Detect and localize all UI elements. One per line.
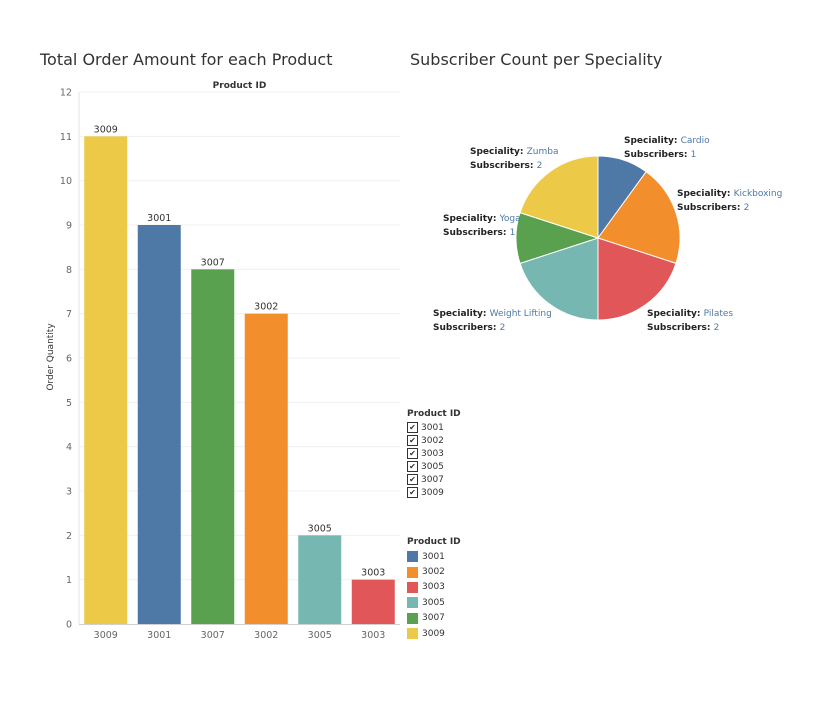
filter-item-label: 3003 [421, 448, 444, 459]
bar-y-tick-label: 3 [66, 487, 72, 498]
pie-label-subscribers: Subscribers: 2 [433, 323, 505, 333]
filter-item-3005[interactable]: ✔ 3005 [407, 460, 461, 473]
bar-chart-y-axis-label: Order Quantity [46, 323, 56, 391]
color-swatch [407, 612, 418, 624]
checkbox-icon[interactable]: ✔ [407, 474, 418, 485]
filter-item-3002[interactable]: ✔ 3002 [407, 434, 461, 447]
bar-y-tick-label: 2 [66, 531, 72, 542]
bar-3007[interactable] [191, 269, 235, 624]
color-legend-title: Product ID [407, 537, 461, 547]
pie-label-speciality: Speciality: Yoga [443, 214, 521, 224]
bar-data-label: 3001 [147, 213, 171, 224]
bar-3003[interactable] [351, 579, 395, 624]
color-swatch [407, 628, 418, 640]
bar-y-tick-label: 4 [66, 442, 72, 453]
pie-label-subscribers: Subscribers: 1 [624, 150, 696, 160]
pie-slice-cardio[interactable] [597, 155, 647, 240]
bar-3001[interactable] [137, 225, 181, 624]
bar-y-tick-label: 6 [66, 354, 72, 365]
color-legend-item-3001[interactable]: 3001 [407, 549, 461, 564]
color-legend-item-3002[interactable]: 3002 [407, 564, 461, 579]
bar-data-label: 3002 [254, 302, 278, 313]
filter-item-label: 3005 [421, 461, 444, 472]
bar-data-label: 3005 [308, 523, 332, 534]
bar-x-tick-label: 3009 [94, 630, 118, 641]
bar-x-tick-label: 3002 [254, 630, 278, 641]
bar-chart-title: Total Order Amount for each Product [40, 50, 333, 69]
color-legend-label: 3002 [422, 567, 445, 578]
checkbox-icon[interactable]: ✔ [407, 448, 418, 459]
color-legend-label: 3009 [422, 628, 445, 639]
pie-label-speciality: Speciality: Zumba [470, 147, 558, 157]
filter-item-label: 3007 [421, 474, 444, 485]
pie-label-subscribers: Subscribers: 2 [647, 323, 719, 333]
pie-label-subscribers: Subscribers: 1 [443, 228, 515, 238]
bar-3002[interactable] [244, 313, 288, 624]
checkbox-icon[interactable]: ✔ [407, 422, 418, 433]
color-swatch [407, 597, 418, 609]
pie-label-subscribers: Subscribers: 2 [677, 203, 749, 213]
filter-item-3007[interactable]: ✔ 3007 [407, 473, 461, 486]
filter-legend-title: Product ID [407, 409, 461, 419]
bar-y-tick-label: 10 [60, 176, 72, 187]
checkbox-icon[interactable]: ✔ [407, 461, 418, 472]
color-legend-item-3005[interactable]: 3005 [407, 595, 461, 610]
bar-y-tick-label: 12 [60, 88, 72, 99]
bar-y-tick-label: 7 [66, 309, 72, 320]
bar-x-tick-label: 3001 [147, 630, 171, 641]
bar-x-tick-label: 3007 [201, 630, 225, 641]
color-legend-label: 3003 [422, 582, 445, 593]
pie-chart-title: Subscriber Count per Speciality [410, 50, 663, 69]
bar-x-tick-label: 3003 [361, 630, 385, 641]
color-swatch [407, 551, 418, 563]
product-filter-legend: Product ID ✔ 3001 ✔ 3002 ✔ 3003 ✔ 3005 ✔ 3007 ✔ 300… [407, 409, 461, 499]
pie-slice-kickboxing[interactable] [597, 170, 681, 264]
bar-data-label: 3007 [201, 257, 225, 268]
bar-y-tick-label: 5 [66, 398, 72, 409]
bar-data-label: 3003 [361, 568, 385, 579]
pie-label-speciality: Speciality: Kickboxing [677, 189, 782, 199]
filter-item-3009[interactable]: ✔ 3009 [407, 486, 461, 499]
pie-label-speciality: Speciality: Pilates [647, 309, 733, 319]
pie-label-speciality: Speciality: Weight Lifting [433, 309, 552, 319]
color-legend-item-3009[interactable]: 3009 [407, 626, 461, 641]
color-legend-item-3007[interactable]: 3007 [407, 611, 461, 626]
bar-y-tick-label: 11 [60, 132, 72, 143]
pie-slice-weight-lifting[interactable] [519, 237, 599, 321]
bar-x-tick-label: 3005 [308, 630, 332, 641]
color-legend-label: 3001 [422, 551, 445, 562]
filter-item-label: 3001 [421, 422, 444, 433]
bar-y-tick-label: 9 [66, 221, 72, 232]
bar-3005[interactable] [298, 535, 342, 624]
color-legend-item-3003[interactable]: 3003 [407, 580, 461, 595]
pie-slice-zumba[interactable] [519, 155, 599, 239]
color-legend-label: 3005 [422, 597, 445, 608]
bar-chart-header: Product ID [213, 81, 267, 91]
checkbox-icon[interactable]: ✔ [407, 435, 418, 446]
bar-chart-x-ticks: 3009 3001 3007 3002 3005 3003 [94, 630, 386, 641]
checkbox-icon[interactable]: ✔ [407, 487, 418, 498]
bar-y-tick-label: 8 [66, 265, 72, 276]
filter-item-3001[interactable]: ✔ 3001 [407, 421, 461, 434]
filter-item-label: 3002 [421, 435, 444, 446]
pie-chart-slices [515, 155, 681, 321]
bar-chart-gridlines [78, 91, 400, 625]
bar-3009[interactable] [84, 136, 128, 625]
filter-item-3003[interactable]: ✔ 3003 [407, 447, 461, 460]
bar-data-label: 3009 [94, 124, 118, 135]
bar-chart-bars: 3009 3001 3007 3002 3005 3003 [84, 124, 395, 625]
pie-chart-labels: Speciality: Cardio Subscribers: 1 Speciali… [433, 136, 782, 333]
color-swatch [407, 566, 418, 578]
color-legend-label: 3007 [422, 613, 445, 624]
bar-y-tick-label: 0 [66, 620, 72, 631]
pie-slice-yoga[interactable] [515, 212, 600, 264]
filter-item-label: 3009 [421, 487, 444, 498]
bar-y-tick-label: 1 [66, 575, 72, 586]
product-color-legend: Product ID 3001 3002 3003 3005 3007 3009 [407, 537, 461, 641]
color-swatch [407, 581, 418, 593]
pie-label-subscribers: Subscribers: 2 [470, 161, 542, 171]
pie-label-speciality: Speciality: Cardio [624, 136, 710, 146]
pie-slice-pilates[interactable] [597, 237, 677, 321]
